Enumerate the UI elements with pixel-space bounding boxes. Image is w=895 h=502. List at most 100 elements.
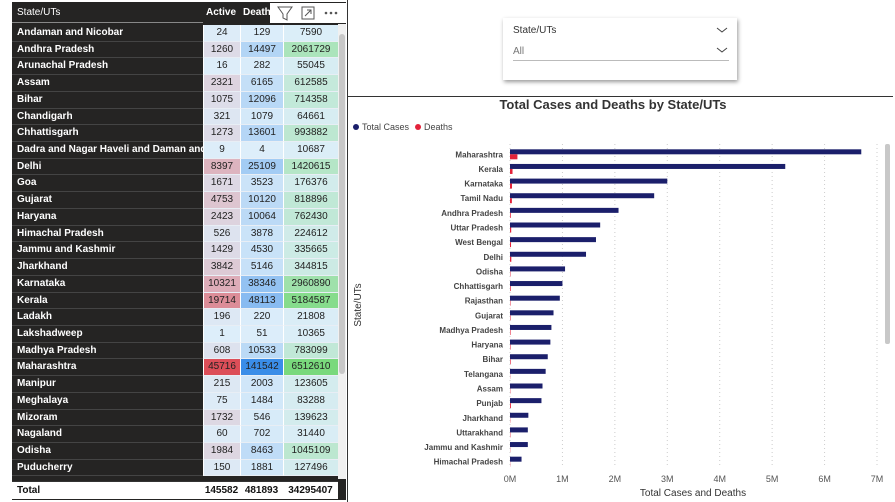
- y-tick-label: Maharashtra: [455, 150, 503, 159]
- table-cell: 7590: [283, 25, 338, 42]
- table: State/UTs Active Deaths Andaman and Nico…: [12, 2, 346, 500]
- y-tick-label: Jharkhand: [463, 414, 504, 423]
- header[interactable]: Active: [203, 3, 240, 23]
- table-cell: 19714: [203, 292, 240, 310]
- table-cell: 762430: [283, 208, 338, 226]
- bar: [510, 154, 518, 160]
- visual-header-icons: [270, 3, 346, 23]
- x-tick-label: 4M: [713, 474, 726, 484]
- table-cell: 1984: [203, 443, 240, 460]
- row-header: Delhi: [12, 158, 203, 176]
- focus-icon[interactable]: [301, 6, 315, 20]
- table-cell: 5146: [240, 259, 283, 276]
- y-tick-label: Delhi: [483, 253, 503, 262]
- table-cell: 1484: [240, 392, 283, 410]
- table-cell: 75: [203, 392, 240, 410]
- x-tick-label: 7M: [871, 474, 884, 484]
- table-cell: 24: [203, 25, 240, 42]
- bar: [510, 383, 543, 389]
- filter-icon[interactable]: [277, 6, 293, 21]
- legend-label: Deaths: [424, 122, 453, 132]
- table-cell: 612585: [283, 75, 338, 92]
- table-cell: 60: [203, 426, 240, 443]
- y-tick-label: Madhya Pradesh: [439, 326, 503, 335]
- chevrons: [716, 27, 728, 53]
- table-cell: 55045: [283, 58, 338, 76]
- bar: [510, 442, 528, 448]
- y-tick-label: Uttar Pradesh: [451, 224, 504, 233]
- bar: [510, 456, 522, 462]
- bar: [510, 359, 511, 365]
- table-cell: 1732: [203, 409, 240, 427]
- table-cell: 1260: [203, 41, 240, 59]
- row-header: Jharkhand: [12, 259, 203, 276]
- y-tick-label: Bihar: [483, 355, 503, 364]
- scrollbar[interactable]: [338, 24, 346, 479]
- table-cell: 215: [203, 376, 240, 393]
- scrollbar[interactable]: [885, 144, 890, 344]
- table-cell: 1671: [203, 175, 240, 193]
- bar: [510, 427, 528, 433]
- table-cell: 1079: [240, 108, 283, 126]
- slicer[interactable]: State/UTs All: [503, 18, 737, 80]
- table-cell: 6512610: [283, 359, 338, 377]
- bar: [510, 310, 554, 316]
- total-cell: Total: [12, 481, 203, 499]
- y-tick-label: Himachal Pradesh: [434, 458, 503, 467]
- bar: [510, 339, 551, 345]
- bar: [510, 178, 668, 184]
- table-cell: 714358: [283, 91, 338, 109]
- table-cell: 10064: [240, 208, 283, 226]
- row-header: Ladakh: [12, 309, 203, 326]
- table-cell: 1429: [203, 242, 240, 260]
- total-cell: 145582: [203, 481, 240, 499]
- table-cell: 127496: [283, 459, 338, 477]
- total-cell: 34295407: [283, 481, 338, 499]
- table-cell: 10533: [240, 342, 283, 360]
- table-cell: 321: [203, 108, 240, 126]
- bar: [510, 251, 587, 257]
- bar: [510, 207, 619, 213]
- y-tick-label: Andhra Pradesh: [441, 209, 503, 218]
- scroll-thumb[interactable]: [339, 34, 345, 374]
- bar: [510, 163, 786, 169]
- header[interactable]: Deaths: [240, 3, 270, 23]
- row-header: Nagaland: [12, 426, 203, 443]
- bar: [510, 295, 560, 301]
- table-cell: 6165: [240, 75, 283, 92]
- bar: [510, 212, 511, 218]
- y-tick-label: Rajasthan: [465, 297, 503, 306]
- y-tick-label: Kerala: [479, 165, 504, 174]
- table-cell: 5184587: [283, 292, 338, 310]
- table-cell: 150: [203, 459, 240, 477]
- y-tick-label: Odisha: [476, 267, 504, 276]
- table-cell: 10321: [203, 275, 240, 293]
- bar: [510, 281, 563, 287]
- row-header: Gujarat: [12, 192, 203, 209]
- row-header: Jammu and Kashmir: [12, 242, 203, 260]
- bar: [510, 368, 546, 374]
- table-cell: 139623: [283, 409, 338, 427]
- slicer-dropdown[interactable]: All: [513, 46, 525, 57]
- bar: [510, 324, 552, 330]
- y-axis-label: State/UTs: [353, 283, 364, 326]
- table-cell: 3878: [240, 225, 283, 243]
- legend-marker: [353, 124, 359, 130]
- table-cell: 21808: [283, 309, 338, 326]
- y-tick-label: Haryana: [471, 341, 503, 350]
- bar: [510, 256, 512, 262]
- table-cell: 14497: [240, 41, 283, 59]
- table-cell: 51: [240, 325, 283, 343]
- row-header: Himachal Pradesh: [12, 225, 203, 243]
- row-header: Dadra and Nagar Haveli and Daman and Diu: [12, 142, 203, 159]
- table-cell: 4530: [240, 242, 283, 260]
- header[interactable]: State/UTs: [12, 3, 203, 23]
- table-cell: 2423: [203, 208, 240, 226]
- bar: [510, 222, 601, 228]
- row-header: Madhya Pradesh: [12, 342, 203, 360]
- y-tick-label: West Bengal: [455, 238, 503, 247]
- more-icon[interactable]: [324, 11, 338, 15]
- total-cell: 481893: [240, 481, 283, 499]
- table-cell: 196: [203, 309, 240, 326]
